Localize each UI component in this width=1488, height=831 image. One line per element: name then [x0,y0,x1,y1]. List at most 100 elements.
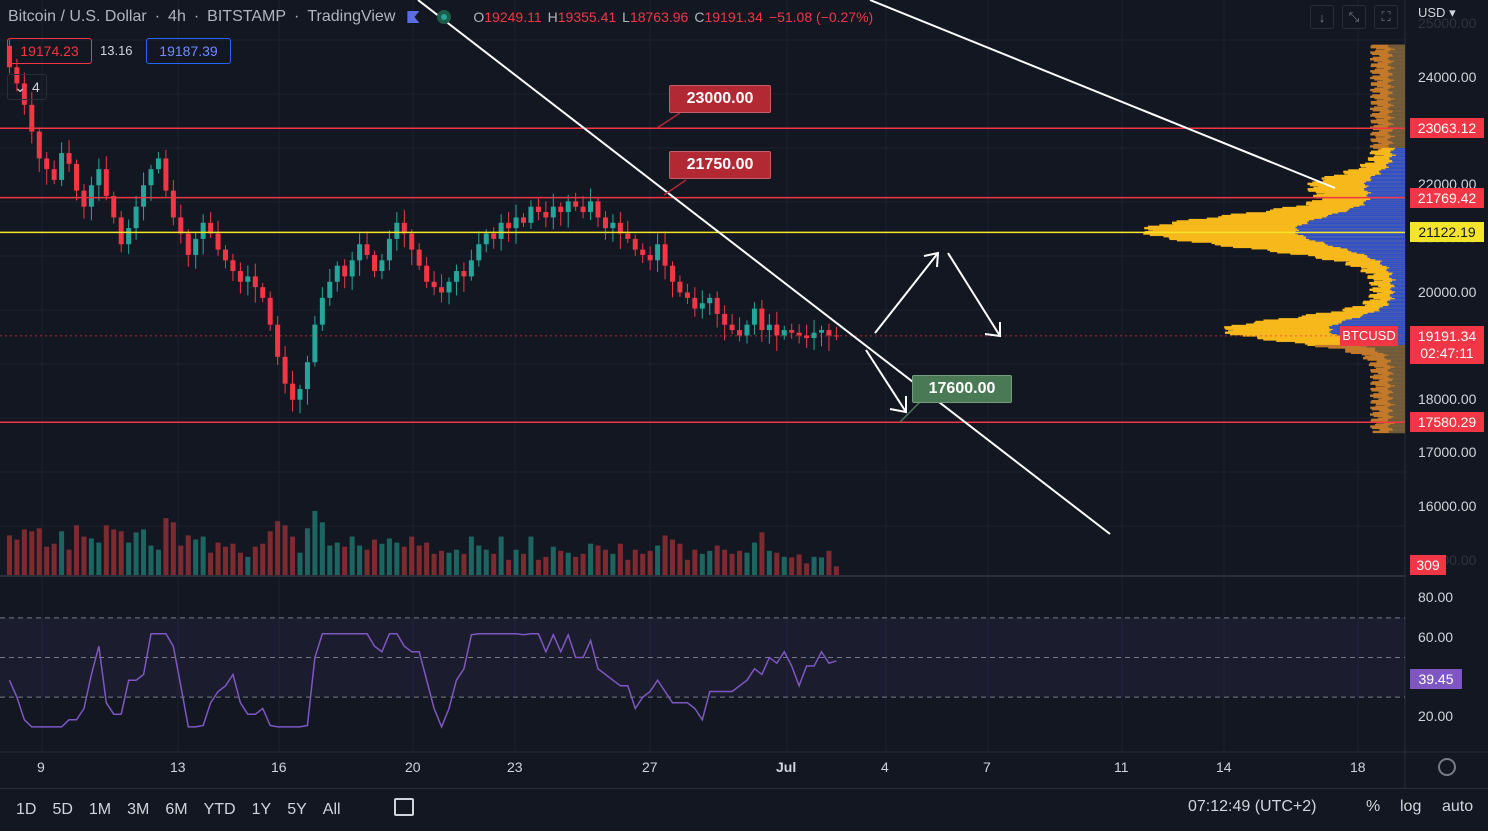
volume-bar [632,549,638,575]
volume-profile-row [1387,138,1405,141]
volume-bar [506,559,512,575]
volume-bar [677,543,683,575]
volume-bar [446,552,452,575]
range-3m-button[interactable]: 3M [127,801,150,818]
time-tick: Jul [776,759,797,775]
volume-profile-row [1388,430,1405,434]
range-6m-button[interactable]: 6M [165,801,188,818]
volume-profile-row [1394,285,1405,289]
gear-icon[interactable] [1438,758,1456,776]
interval-label[interactable]: 4h [168,8,186,25]
log-toggle[interactable]: log [1400,798,1422,815]
symbol-name[interactable]: Bitcoin / U.S. Dollar [8,8,147,25]
volume-bar [528,536,534,575]
volume-profile-row [1386,265,1405,269]
volume-profile-row [1324,192,1405,195]
range-all-button[interactable]: All [322,801,341,818]
volume-profile-row [1388,90,1405,93]
auto-toggle[interactable]: auto [1442,798,1474,815]
volume-profile-row [1359,344,1405,348]
volume-profile-row [1390,367,1405,371]
volume-bar [103,525,109,575]
brand-label: TradingView [307,8,396,25]
volume-profile-row [1345,319,1405,322]
volume-bar [29,531,35,575]
volume-profile-row [1391,103,1405,107]
range-1y-button[interactable]: 1Y [251,801,272,818]
volume-bar [66,549,72,575]
volume-bar [476,545,482,575]
indicators-toggle[interactable]: ⌄ 4 [7,74,47,100]
range-1d-button[interactable]: 1D [16,801,37,818]
volume-profile-row [1324,176,1405,179]
volume-profile-row [1387,70,1405,73]
volume-profile-row [1388,71,1405,74]
candle-body [155,158,161,170]
volume-profile-row [1387,362,1405,365]
volume-profile-row [1389,365,1405,368]
maximize-icon[interactable]: ⛶ [1374,5,1398,29]
candle-body [386,238,392,261]
volume-profile-row [1253,322,1405,325]
candle-body [744,324,750,336]
sell-button[interactable]: 19174.23 [7,38,92,64]
flag-icon[interactable] [407,11,420,23]
volume-profile-row [1378,308,1405,312]
volume-profile-row [1312,200,1405,203]
volume-profile-row [1290,252,1405,255]
range-selector: 1D 5D 1M 3M 6M YTD 1Y 5Y All [0,801,341,819]
scenario-arrow-down [947,252,1001,337]
range-ytd-button[interactable]: YTD [203,801,236,818]
volume-bar [826,550,832,575]
candle-body [394,222,400,239]
volume-profile-row [1391,80,1405,84]
volume-profile-row [1392,55,1405,58]
volume-profile-row [1367,312,1405,316]
buy-button[interactable]: 19187.39 [146,38,231,64]
volume-profile-row [1393,284,1405,287]
chevron-down-icon: ⌄ [14,78,26,95]
candle-body [126,228,132,245]
percent-toggle[interactable]: % [1366,798,1381,815]
candle-body [111,195,117,218]
volume-bar [744,552,750,575]
price-chart[interactable] [0,0,1488,788]
calendar-icon[interactable] [394,798,414,816]
range-5d-button[interactable]: 5D [52,801,73,818]
volume-profile-row [1148,228,1405,231]
volume-profile-row [1387,100,1405,104]
arrow-down-icon[interactable]: ↓ [1310,5,1334,29]
volume-profile-row [1233,328,1405,332]
volume-profile-row [1367,193,1405,196]
volume-profile-row [1296,205,1405,208]
volume-profile-row [1344,171,1405,175]
volume-profile-row [1364,304,1405,308]
candle-body [230,260,236,272]
volume-profile-row [1367,255,1405,258]
volume-bar [208,552,214,575]
volume-profile-row [1370,283,1405,286]
volume-profile-row [1188,218,1405,222]
volume-profile-row [1372,287,1405,290]
candle-body [476,244,482,261]
currency-select[interactable]: USD ▾ [1418,5,1456,20]
volume-bar [379,543,385,575]
volume-bar [170,522,176,575]
minimize-icon[interactable]: ⤡ [1342,5,1366,29]
range-5y-button[interactable]: 5Y [287,801,307,818]
volume-profile-row [1307,222,1405,226]
candle-body [260,287,266,298]
range-1m-button[interactable]: 1M [88,801,112,818]
indicators-count: 4 [31,79,40,95]
volume-profile-row [1373,146,1405,149]
candle-body [185,233,191,255]
clock[interactable]: 07:12:49 (UTC+2) [1188,798,1317,815]
candle-body [14,67,20,84]
volume-profile-row [1364,189,1405,192]
volume-profile-row [1381,147,1405,151]
volume-profile-row [1394,385,1405,388]
volume-profile-row [1395,291,1405,294]
volume-profile-row [1367,256,1405,259]
volume-profile-row [1391,379,1405,383]
volume-profile-row [1393,391,1405,395]
